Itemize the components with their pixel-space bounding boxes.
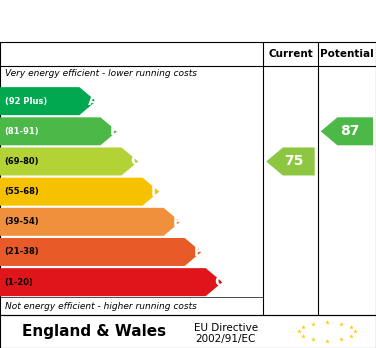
Text: Energy Efficiency Rating: Energy Efficiency Rating [64, 12, 312, 30]
Polygon shape [0, 87, 96, 115]
Polygon shape [0, 148, 138, 175]
Text: F: F [194, 245, 203, 259]
Polygon shape [321, 117, 373, 145]
Text: (21-38): (21-38) [5, 247, 39, 256]
Text: Current: Current [268, 49, 313, 59]
Text: E: E [173, 215, 182, 229]
Polygon shape [0, 177, 159, 206]
Polygon shape [266, 148, 315, 175]
Text: (81-91): (81-91) [5, 127, 39, 136]
Text: (1-20): (1-20) [5, 278, 33, 287]
Polygon shape [0, 117, 117, 145]
Text: 87: 87 [341, 124, 360, 138]
Text: EU Directive: EU Directive [194, 323, 258, 332]
Text: (92 Plus): (92 Plus) [5, 97, 47, 106]
Polygon shape [0, 238, 202, 266]
Text: D: D [151, 185, 162, 199]
Text: B: B [109, 124, 120, 138]
Text: C: C [130, 155, 141, 168]
Text: (69-80): (69-80) [5, 157, 39, 166]
Text: Very energy efficient - lower running costs: Very energy efficient - lower running co… [5, 69, 197, 78]
Text: (39-54): (39-54) [5, 217, 39, 226]
Text: 75: 75 [284, 155, 303, 168]
Polygon shape [0, 208, 180, 236]
Text: England & Wales: England & Wales [22, 324, 166, 339]
Text: G: G [214, 275, 226, 289]
Text: Potential: Potential [320, 49, 374, 59]
Polygon shape [0, 268, 222, 296]
Text: 2002/91/EC: 2002/91/EC [196, 334, 256, 344]
Text: A: A [88, 94, 99, 108]
Text: Not energy efficient - higher running costs: Not energy efficient - higher running co… [5, 302, 196, 310]
Text: (55-68): (55-68) [5, 187, 39, 196]
